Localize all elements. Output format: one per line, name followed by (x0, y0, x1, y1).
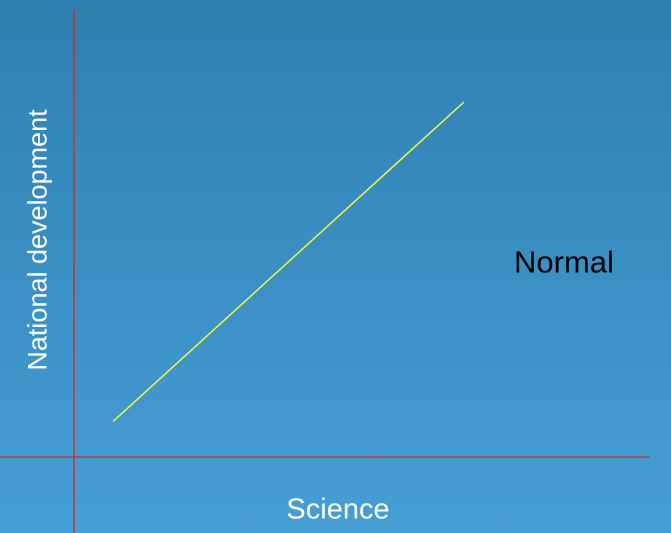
axes-group (0, 10, 650, 533)
y-axis-label: National development (22, 109, 53, 371)
line-annotation: Normal (514, 244, 614, 280)
series-group (112, 101, 465, 423)
x-axis-label: Science (286, 493, 390, 526)
series-line-segment (112, 101, 465, 423)
